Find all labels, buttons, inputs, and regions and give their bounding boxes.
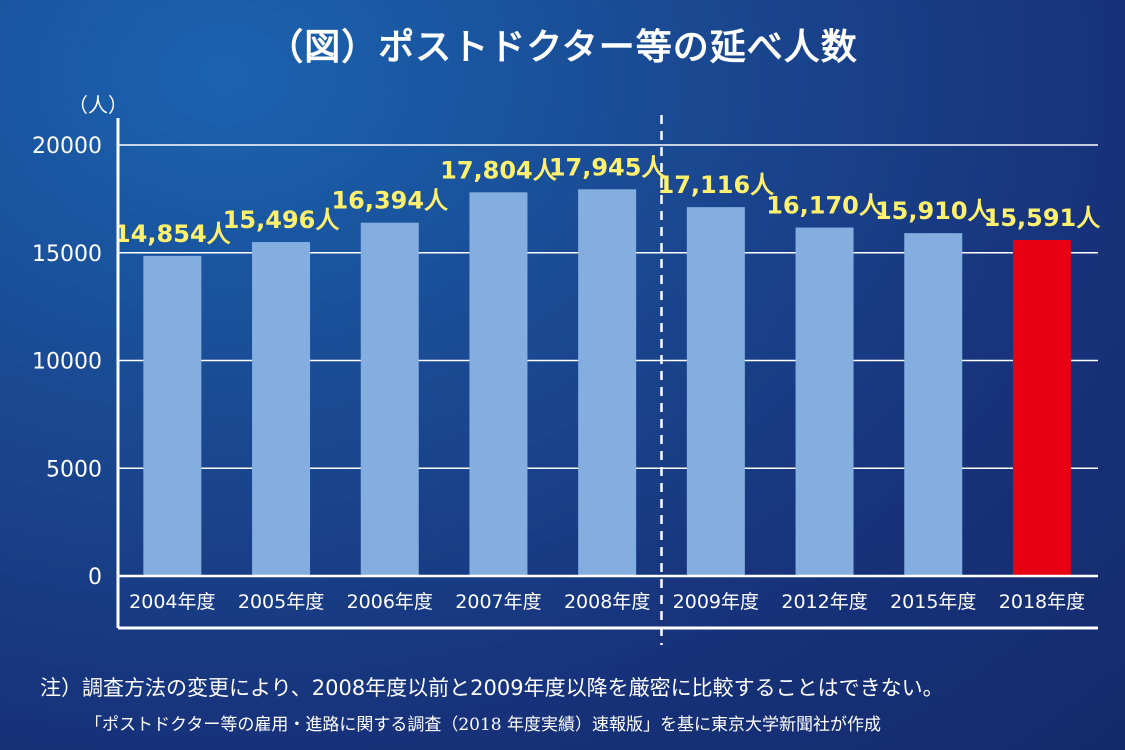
x-tick-label: 2007年度 [455, 591, 541, 613]
bar [360, 222, 419, 577]
y-tick-label: 15000 [32, 242, 102, 267]
y-tick-label: 0 [88, 565, 102, 590]
value-label: 17,116人 [658, 171, 775, 199]
bar [795, 227, 854, 576]
bar [686, 207, 745, 576]
chart-title: （図）ポストドクター等の延べ人数 [267, 27, 858, 68]
bar [1012, 240, 1071, 576]
y-unit-label: （人） [68, 93, 128, 117]
bar-chart: （人） 0 5000 10000 15000 20000 14,854人 2004年度 15,4… [32, 93, 1101, 613]
value-label: 15,496人 [223, 206, 340, 234]
method-change-note: 注）調査方法の変更により、2008年度以前と2009年度以降を厳密に比較すること… [40, 676, 944, 700]
bar [469, 192, 528, 577]
bar [578, 189, 637, 576]
value-label: 16,170人 [766, 192, 883, 220]
source-note: 「ポストドクター等の雇用・進路に関する調査（2018 年度実績）速報版」を基に東… [85, 715, 881, 735]
value-label: 17,945人 [549, 153, 666, 181]
bar [252, 242, 311, 576]
y-tick-label: 5000 [46, 457, 102, 482]
value-label: 16,394人 [331, 187, 448, 215]
x-tick-label: 2015年度 [890, 591, 976, 613]
x-tick-label: 2005年度 [238, 591, 324, 613]
x-tick-label: 2008年度 [564, 591, 650, 613]
bar [143, 255, 202, 576]
x-tick-label: 2009年度 [673, 591, 759, 613]
x-tick-label: 2018年度 [999, 591, 1085, 613]
value-label: 17,804人 [440, 156, 557, 184]
value-label: 14,854人 [114, 220, 231, 248]
y-tick-label: 20000 [32, 134, 102, 159]
y-tick-label: 10000 [32, 350, 102, 375]
value-label: 15,591人 [984, 204, 1101, 232]
x-tick-label: 2004年度 [129, 591, 215, 613]
x-tick-label: 2012年度 [781, 591, 867, 613]
x-tick-label: 2006年度 [347, 591, 433, 613]
bar [904, 233, 963, 576]
value-label: 15,910人 [875, 197, 992, 225]
